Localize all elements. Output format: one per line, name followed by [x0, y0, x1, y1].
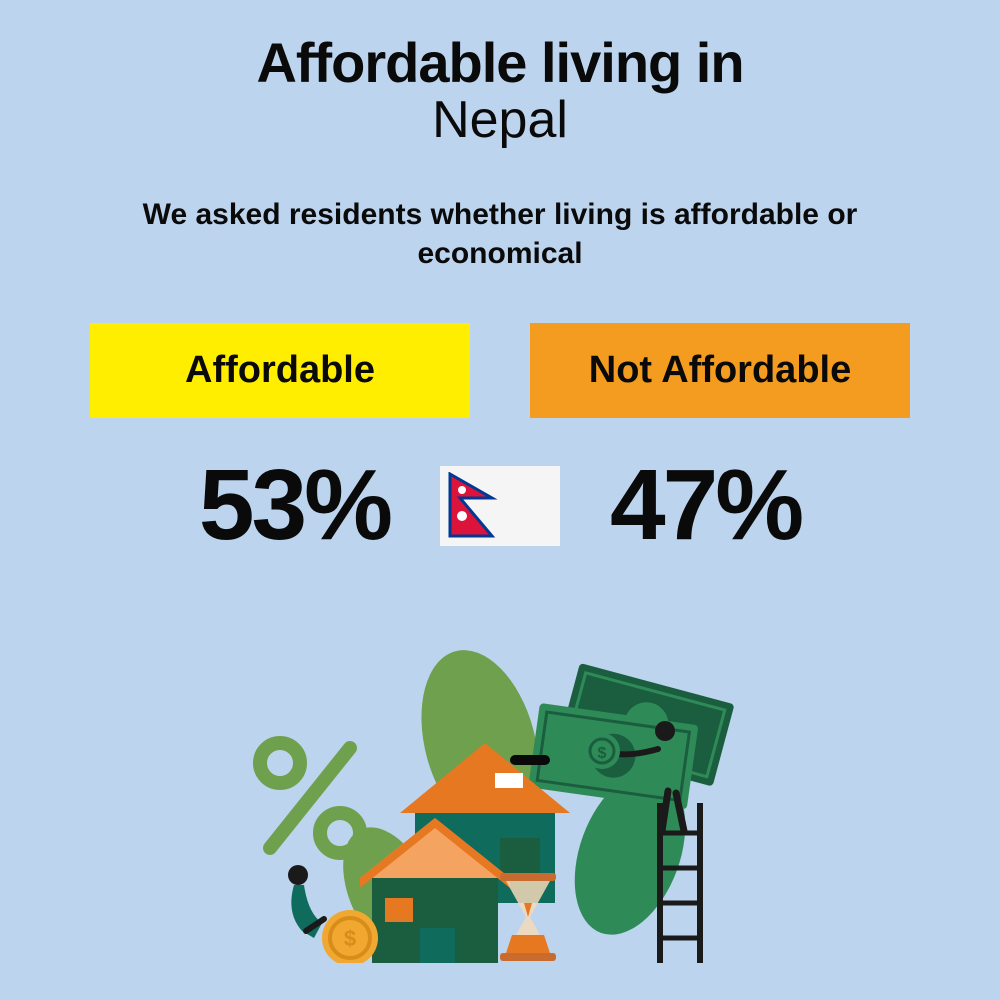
values-row: 53% 47%	[0, 448, 1000, 563]
subtitle-text: We asked residents whether living is aff…	[120, 195, 880, 273]
affordable-label: Affordable	[185, 349, 375, 392]
title-line1: Affordable living in	[256, 30, 743, 95]
flag-svg	[448, 472, 498, 540]
nepal-flag-icon	[440, 466, 560, 546]
illustration-svg: $	[200, 643, 800, 963]
not-affordable-value: 47%	[610, 448, 801, 563]
badges-row: Affordable Not Affordable	[90, 323, 910, 418]
not-affordable-badge: Not Affordable	[530, 323, 910, 418]
not-affordable-label: Not Affordable	[589, 349, 851, 392]
svg-text:$: $	[344, 926, 356, 951]
svg-text:$: $	[598, 745, 607, 762]
affordable-badge: Affordable	[90, 323, 470, 418]
infographic-container: Affordable living in Nepal We asked resi…	[0, 0, 1000, 1000]
affordable-value: 53%	[199, 448, 390, 563]
percent-icon	[260, 743, 360, 853]
housing-illustration: $	[200, 643, 800, 963]
title-line2: Nepal	[432, 90, 568, 150]
